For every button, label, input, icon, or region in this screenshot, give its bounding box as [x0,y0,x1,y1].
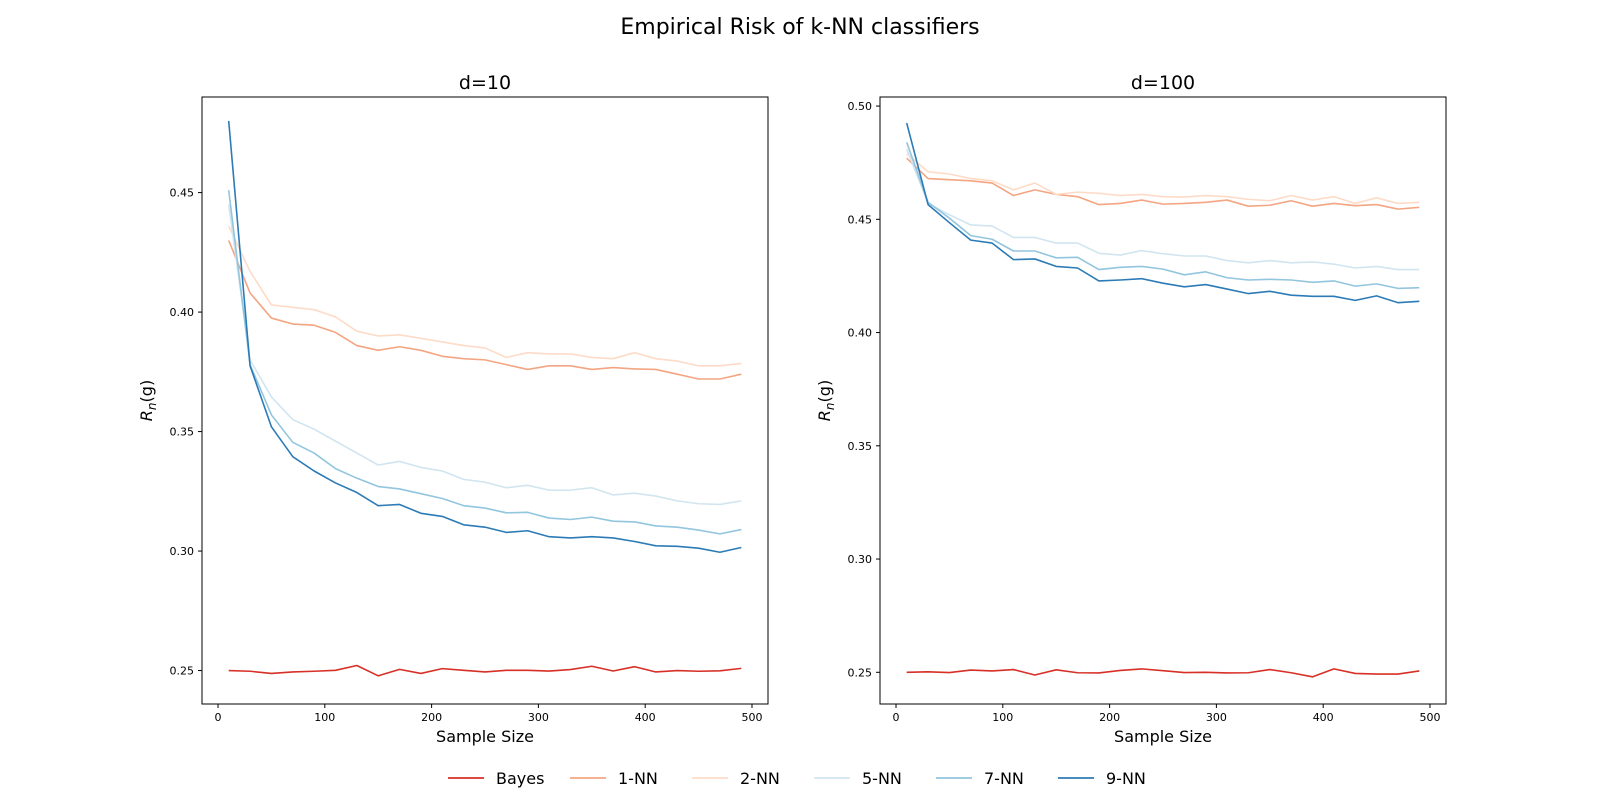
y-axis-label-suffix: (g) [137,380,156,403]
y-tick-label: 0.35 [170,426,195,439]
y-tick-label: 0.25 [170,665,195,678]
axes-frame [879,96,1447,705]
x-tick-label: 0 [893,711,900,724]
series-line-9-nn [905,122,1420,304]
x-tick-label: 500 [1419,711,1440,724]
legend-label: 9-NN [1106,769,1146,788]
x-tick-label: 200 [421,711,442,724]
y-axis-label-paren: (g) [137,380,156,403]
figure-title: Empirical Risk of k-NN classifiers [620,15,979,40]
legend-label: 7-NN [984,769,1024,788]
series-lines [227,120,742,677]
x-axis-label: Sample Size [1114,727,1212,746]
x-axis-label: Sample Size [436,727,534,746]
legend-item-5-nn: 5-NN [814,769,902,788]
x-tick-label: 500 [741,711,762,724]
x-tick-label: 400 [1313,711,1334,724]
series-line-bayes [228,664,742,677]
panel-2: d=100 0 100 200 300 400 500 0.25 0.30 0.35 0.40 0.4… [815,72,1447,746]
legend-label: 2-NN [740,769,780,788]
panel-title: d=10 [459,72,511,94]
legend: Bayes 1-NN 2-NN 5-NN 7-NN 9-NN [448,769,1146,788]
series-line-2-nn [227,225,742,367]
legend-item-1-nn: 1-NN [570,769,658,788]
legend-item-9-nn: 9-NN [1058,769,1146,788]
y-tick-label: 0.45 [848,213,873,226]
series-lines [905,122,1420,678]
y-axis-label: Rn(g) [137,380,159,421]
panel-1: d=10 0 100 200 300 400 500 0.25 0.30 0.35 0.40 0.45… [137,72,769,746]
y-tick-label: 0.45 [170,187,195,200]
y-axis-label-paren: (g) [815,380,834,403]
series-line-5-nn [227,204,742,506]
x-tick-label: 100 [314,711,335,724]
legend-item-2-nn: 2-NN [692,769,780,788]
y-tick-label: 0.25 [848,666,873,679]
series-line-5-nn [905,148,1420,271]
y-axis-label-main: R [137,410,156,421]
x-tick-label: 100 [992,711,1013,724]
series-line-2-nn [906,153,1420,205]
x-tick-label: 200 [1099,711,1120,724]
panels: d=100 100 200 300 400 5000.250.300.350.400.45… [137,72,1447,746]
x-tick-label: 400 [635,711,656,724]
y-axis-label: Rn(g) [815,380,837,421]
y-tick-label: 0.40 [170,306,195,319]
legend-item-bayes: Bayes [448,769,544,788]
y-axis-label-sub: n [823,402,837,410]
series-line-bayes [906,668,1420,678]
x-tick-label: 300 [1206,711,1227,724]
y-tick-label: 0.40 [848,327,873,340]
legend-label: Bayes [496,769,544,788]
series-line-1-nn [906,157,1420,210]
x-tick-label: 300 [528,711,549,724]
series-line-7-nn [227,190,742,535]
legend-item-7-nn: 7-NN [936,769,1024,788]
legend-label: 1-NN [618,769,658,788]
series-line-7-nn [905,142,1420,290]
y-tick-label: 0.35 [848,440,873,453]
x-tick-label: 0 [215,711,222,724]
y-axis-label-suffix: (g) [815,380,834,403]
series-line-1-nn [227,240,742,380]
series-line-9-nn [227,120,742,554]
panel-title: d=100 [1131,72,1195,94]
y-axis-label-sub: n [145,402,159,410]
y-tick-label: 0.50 [848,100,873,113]
y-tick-label: 0.30 [170,545,195,558]
y-axis-label-main: R [815,410,834,421]
legend-label: 5-NN [862,769,902,788]
y-tick-label: 0.30 [848,553,873,566]
axes-frame [201,96,769,705]
